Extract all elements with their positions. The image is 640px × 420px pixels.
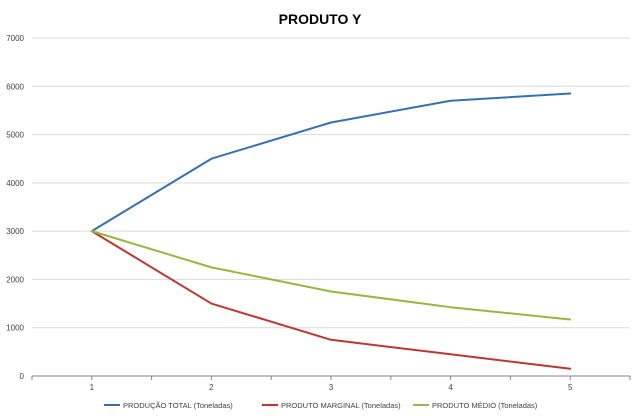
legend-entry: PRODUTO MARGINAL (Toneladas): [281, 401, 401, 410]
legend: PRODUÇÃO TOTAL (Toneladas) PRODUTO MARGIN…: [104, 401, 538, 410]
y-tick-label: 3000: [6, 227, 24, 236]
series-lines: [90, 92, 572, 370]
x-tick-label: 4: [448, 383, 453, 392]
gridlines: [32, 37, 630, 377]
x-tick-label: 2: [209, 383, 214, 392]
y-tick-label: 7000: [6, 34, 24, 43]
y-tick-label: 0: [20, 372, 25, 381]
series-line-3: [90, 230, 572, 321]
y-tick-label: 5000: [6, 131, 24, 140]
axes: 0 1000 2000 3000 4000 5000 6000 7000 1 2 3 4 5: [6, 34, 631, 392]
y-tick-label: 6000: [6, 82, 24, 91]
chart-title: PRODUTO Y: [279, 11, 362, 27]
y-tick-label: 2000: [6, 275, 24, 284]
y-tick-label: 4000: [6, 179, 24, 188]
legend-entry: PRODUÇÃO TOTAL (Toneladas): [123, 401, 233, 410]
x-tick-label: 1: [90, 383, 95, 392]
series-line-2: [90, 230, 572, 370]
legend-entry: PRODUTO MÉDIO (Toneladas): [432, 401, 538, 410]
series-line-1: [90, 92, 572, 233]
x-tick-label: 3: [329, 383, 334, 392]
x-tick-label: 5: [568, 383, 573, 392]
y-tick-label: 1000: [6, 324, 24, 333]
